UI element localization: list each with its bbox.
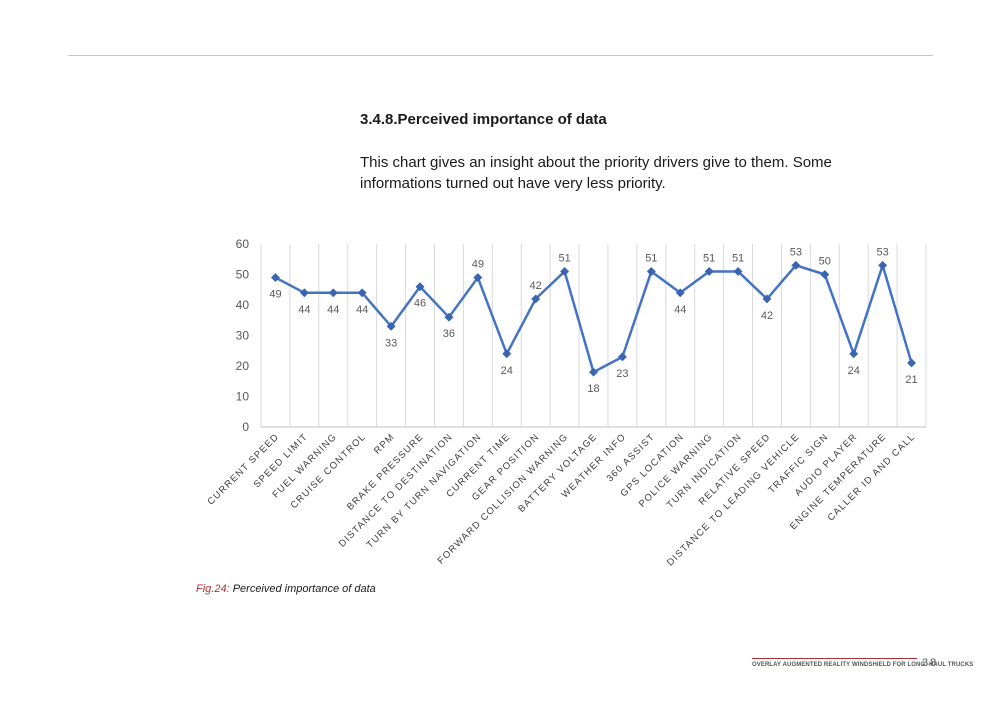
y-tick-label: 50 [236,268,250,282]
data-point [791,260,801,270]
data-label: 49 [472,259,484,271]
y-tick-label: 60 [236,237,250,251]
data-point [588,367,599,377]
data-point [386,321,396,331]
y-tick-label: 10 [236,390,250,404]
data-point [473,272,483,283]
data-label: 49 [269,289,281,301]
data-label: 21 [905,374,917,386]
series-layer [270,260,917,377]
data-label: 53 [877,246,889,258]
data-label: 50 [819,256,831,268]
data-label: 24 [848,365,860,377]
data-point [357,288,367,298]
data-point [646,266,656,277]
data-label: 51 [558,252,570,264]
data-point [733,266,743,277]
grid-layer [260,244,927,427]
section-title: 3.4.8.Perceived importance of data [360,111,607,128]
data-point [502,349,512,359]
y-tick-label: 20 [236,359,250,373]
data-label: 44 [674,304,686,316]
data-point [328,288,338,298]
data-label: 51 [703,252,715,264]
data-point [849,349,859,359]
data-label: 51 [645,252,657,264]
data-label: 44 [298,304,310,316]
footer-rule [752,658,917,659]
data-point [617,352,627,362]
data-point [878,260,888,270]
data-point [531,294,541,304]
data-point [270,272,281,283]
data-label: 44 [356,304,368,316]
data-point [299,288,309,298]
data-point [704,266,714,277]
x-tick-label: RPM [372,431,397,456]
page-number: 38 [922,657,939,669]
data-point [675,288,685,298]
label-layer: 49 44 44 44 33 46 36 49 24 42 51 18 23 51 44 51 51 42 53 50… [269,246,917,395]
data-point [906,358,917,368]
data-label: 42 [530,280,542,292]
data-label: 51 [732,252,744,264]
data-label: 36 [443,328,455,340]
data-point [820,269,830,280]
figure-number: Fig.24: [196,583,230,595]
data-label: 44 [327,304,339,316]
x-tick-label: DISTANCE TO LEADING VEHICLE [665,431,802,568]
data-label: 24 [501,365,513,377]
series-line [274,264,913,374]
data-point [415,282,425,292]
data-label: 33 [385,337,397,349]
y-tick-label: 30 [236,329,250,343]
y-tick-label: 0 [242,420,249,434]
top-rule [68,55,933,56]
intro-paragraph: This chart gives an insight about the pr… [360,154,832,192]
data-label: 18 [587,383,599,395]
figure-caption-text: Perceived importance of data [229,583,376,595]
data-label: 46 [414,298,426,310]
data-point [444,312,454,322]
data-point [762,294,772,304]
y-tick-label: 40 [236,298,250,312]
data-label: 23 [616,368,628,380]
data-label: 42 [761,310,773,322]
data-label: 53 [790,246,802,258]
data-point [560,266,570,277]
figure-caption: Fig.24: Perceived importance of data [196,583,376,595]
footer-title: OVERLAY AUGMENTED REALITY WINDSHIELD FOR… [752,662,974,668]
